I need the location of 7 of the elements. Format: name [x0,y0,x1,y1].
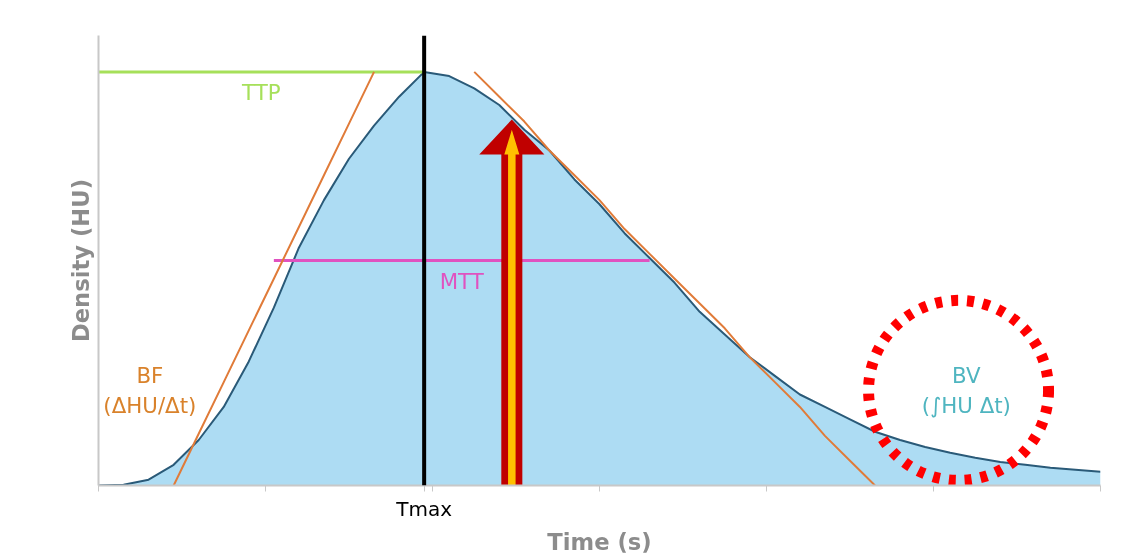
series-label: TTP [241,79,281,105]
annotation: BF (ΔHU/Δt) [103,362,197,418]
series-label: MTT [439,268,485,294]
x-axis-title: Time (s) [547,528,652,555]
annotation: BV (∫HU Δt) [921,362,1011,418]
y-axis-title: Density (HU) [67,178,94,343]
text: Tmax [395,496,453,521]
